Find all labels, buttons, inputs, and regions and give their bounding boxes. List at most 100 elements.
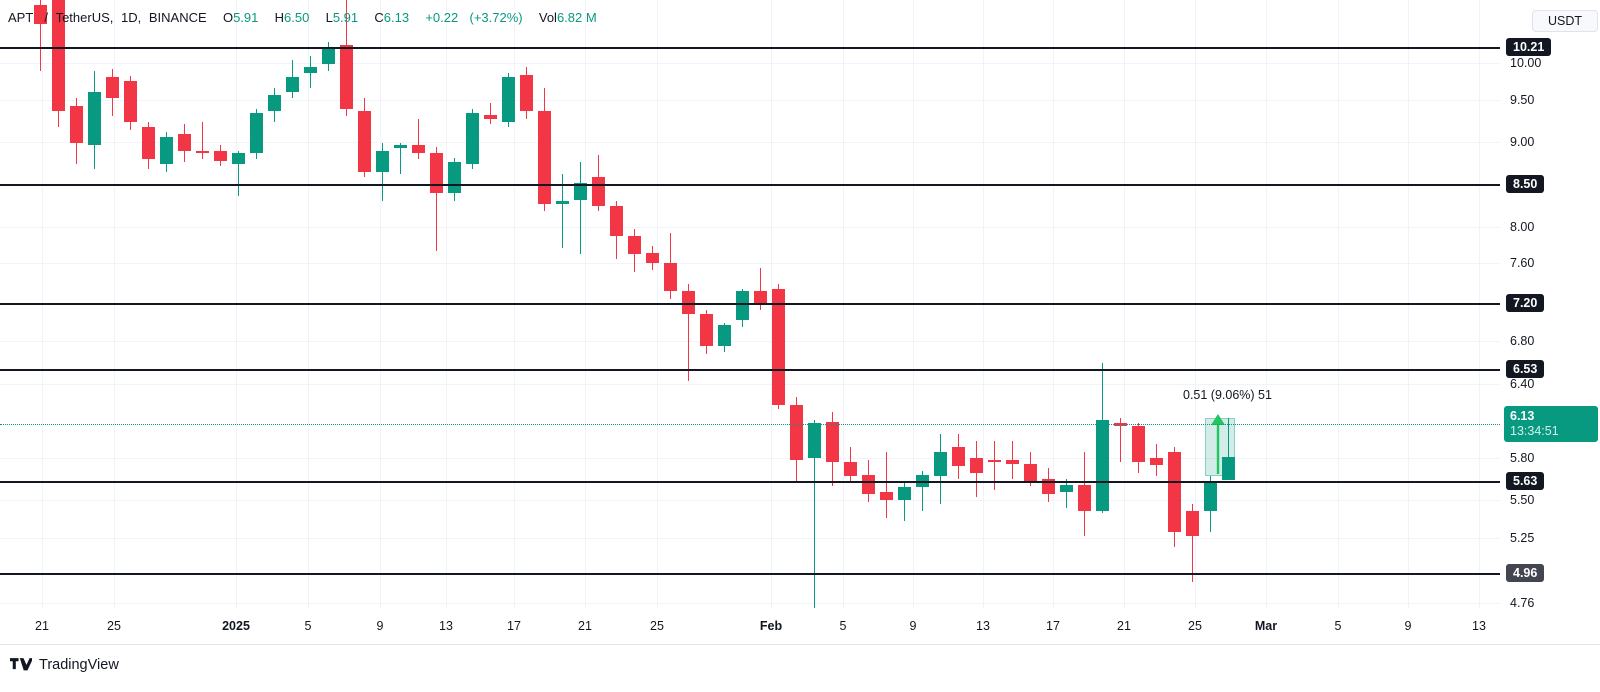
price-level-line[interactable] — [0, 369, 1500, 371]
legend-open-key: O — [222, 10, 234, 25]
candle-body — [826, 421, 839, 463]
price-axis-tick-label: 6.80 — [1510, 334, 1535, 348]
price-level-line[interactable] — [0, 303, 1500, 305]
price-level-line[interactable] — [0, 481, 1500, 483]
candle-body — [124, 81, 137, 122]
candle-body — [250, 113, 263, 154]
candle-body — [1222, 456, 1235, 481]
candle-wick — [418, 119, 419, 159]
legend-exchange: BINANCE — [148, 10, 207, 25]
horizontal-gridline — [0, 603, 1500, 604]
candle-body — [880, 491, 893, 501]
candle-body — [790, 404, 803, 460]
tradingview-wordmark: TradingView — [39, 657, 119, 673]
candle-body — [322, 47, 335, 65]
legend-close-value: 6.13 — [383, 10, 410, 25]
candle-body — [376, 151, 389, 173]
candle-body — [700, 314, 713, 346]
candle-wick — [580, 161, 581, 254]
candle-wick — [238, 151, 239, 196]
candle-body — [358, 111, 371, 173]
candle-body — [412, 144, 425, 154]
candle-body — [556, 200, 569, 205]
candle-body — [304, 66, 317, 73]
price-level-badge[interactable]: 7.20 — [1506, 294, 1545, 312]
price-axis-tick-label: 8.00 — [1510, 220, 1535, 234]
horizontal-gridline — [0, 500, 1500, 501]
price-axis-tick-label: 4.76 — [1510, 596, 1535, 610]
price-level-badge[interactable]: 4.96 — [1506, 564, 1545, 582]
time-axis-tick-label: 17 — [1046, 619, 1060, 633]
time-axis-tick-label: 25 — [1188, 619, 1202, 633]
time-axis-tick-label: 17 — [507, 619, 521, 633]
legend-symbol[interactable]: APT — [8, 10, 34, 25]
legend-interval[interactable]: 1D — [121, 10, 138, 25]
horizontal-gridline — [0, 458, 1500, 459]
candle-body — [772, 288, 785, 405]
price-axis-tick-label: 5.80 — [1510, 451, 1535, 465]
price-level-badge[interactable]: 8.50 — [1506, 175, 1545, 193]
time-axis-tick-label: 25 — [650, 619, 664, 633]
candle-body — [160, 137, 173, 164]
chart-plot-area[interactable]: 0.51 (9.06%) 51 — [0, 0, 1500, 608]
candle-body — [1168, 451, 1181, 532]
candle-body — [934, 451, 947, 476]
time-axis-tick-label: 5 — [304, 619, 312, 633]
time-axis-tick-label: 9 — [376, 619, 384, 633]
time-axis-tick-label: 13 — [976, 619, 990, 633]
legend-high-value: 6.50 — [284, 10, 310, 25]
measure-tool-box[interactable] — [1205, 418, 1235, 476]
time-axis-tick-label: Mar — [1254, 619, 1278, 633]
horizontal-gridline — [0, 341, 1500, 342]
legend-change-pct: (+3.72%) — [469, 10, 523, 25]
candle-body — [1186, 510, 1199, 537]
price-axis-tick-label: 10.00 — [1510, 56, 1542, 70]
candle-body — [952, 447, 965, 467]
price-axis[interactable]: USDT 10.00 9.50 9.00 8.00 7.60 6.80 6.40 5.80 5.… — [1500, 0, 1600, 610]
candle-wick — [1228, 417, 1229, 481]
price-axis-tick-label: 5.50 — [1510, 493, 1535, 507]
candle-wick — [436, 146, 437, 251]
candle-body — [862, 474, 875, 494]
candle-body — [178, 134, 191, 152]
time-axis[interactable]: 21 25 2025 5 9 13 17 21 25 Feb 5 9 13 17 21 25 Mar 5 9 13 — [0, 608, 1600, 644]
horizontal-gridline — [0, 100, 1500, 101]
price-level-badge[interactable]: 5.63 — [1506, 472, 1545, 490]
price-axis-tick-label: 7.60 — [1510, 256, 1535, 270]
time-axis-tick-label: 25 — [107, 619, 121, 633]
price-axis-tick-label: 9.50 — [1510, 93, 1535, 107]
candle-wick — [922, 470, 923, 511]
candle-body — [898, 487, 911, 501]
candle-body — [628, 235, 641, 254]
candle-body — [142, 126, 155, 159]
candle-wick — [400, 142, 401, 175]
candle-body — [34, 5, 47, 25]
currency-badge[interactable]: USDT — [1532, 10, 1598, 32]
candle-wick — [1120, 417, 1121, 463]
candle-body — [340, 45, 353, 109]
candle-wick — [904, 483, 905, 522]
legend-low-value: 5.91 — [332, 10, 359, 25]
time-axis-tick-label: 21 — [1117, 619, 1131, 633]
candle-body — [1132, 426, 1145, 463]
time-axis-tick-label: 5 — [839, 619, 847, 633]
candle-body — [664, 263, 677, 291]
candle-body — [1204, 481, 1217, 511]
candle-body — [196, 151, 209, 154]
price-level-badge[interactable]: 10.21 — [1506, 38, 1552, 56]
price-level-badge[interactable]: 6.53 — [1506, 360, 1545, 378]
horizontal-gridline — [0, 142, 1500, 143]
candle-body — [52, 0, 65, 112]
candle-wick — [994, 440, 995, 490]
current-price-badge[interactable]: 6.13 13:34:51 — [1504, 406, 1598, 442]
price-level-line[interactable] — [0, 184, 1500, 186]
candle-body — [106, 77, 119, 99]
price-level-line[interactable] — [0, 47, 1500, 49]
bar-countdown: 13:34:51 — [1510, 424, 1559, 438]
candle-body — [718, 324, 731, 346]
candle-body — [232, 153, 245, 164]
price-level-line[interactable] — [0, 573, 1500, 575]
tradingview-logo[interactable]: TradingView — [10, 657, 119, 673]
current-price-value: 6.13 — [1510, 409, 1535, 423]
